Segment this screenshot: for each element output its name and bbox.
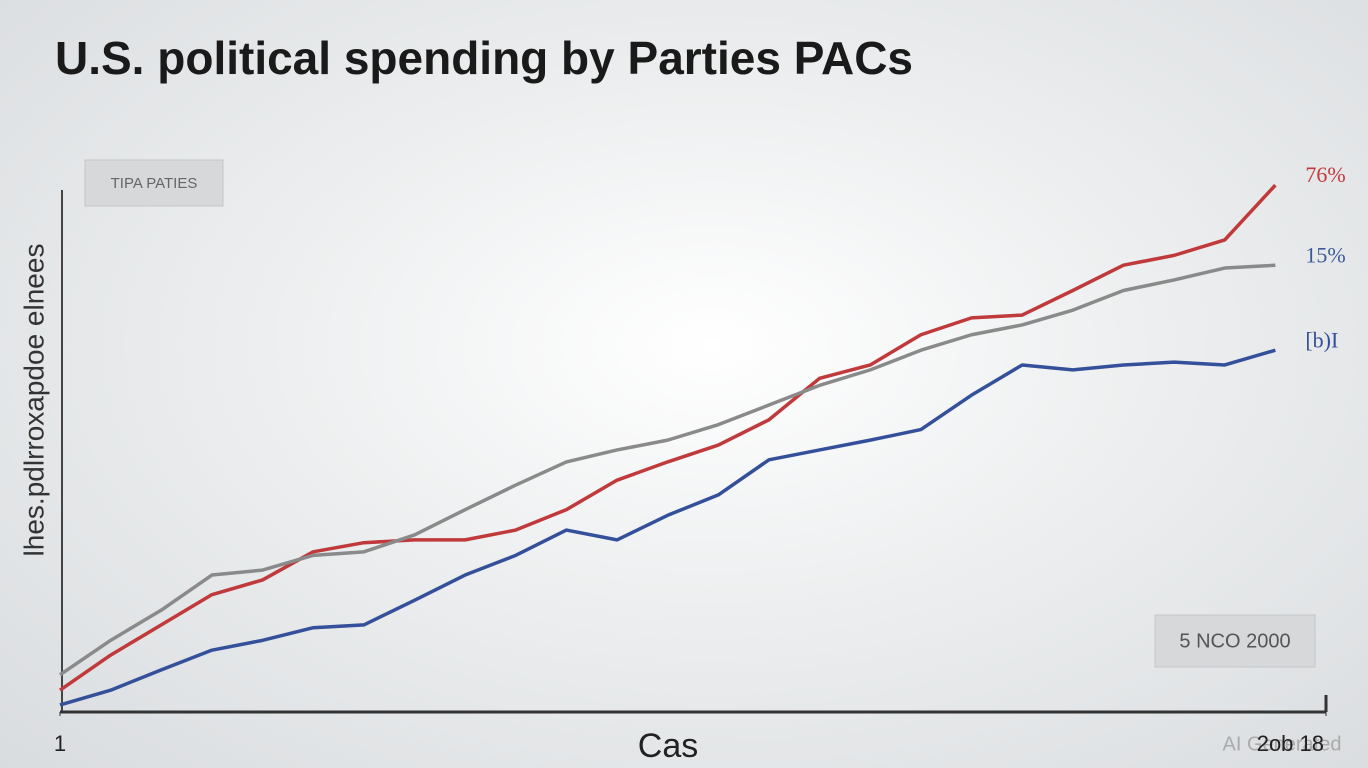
- legend-box: TIPA PATIES: [84, 159, 224, 207]
- series-end-label: [b)I: [1305, 327, 1338, 352]
- legend-text: TIPA PATIES: [111, 175, 198, 192]
- series-line: [59, 263, 1276, 677]
- series-end-label: 15%: [1305, 242, 1345, 267]
- annotation-text: 5 NCO 2000: [1179, 630, 1290, 652]
- x-tick-label: 1: [54, 731, 66, 756]
- series-end-label: 76%: [1305, 162, 1345, 187]
- x-tick-label: 2ob 18: [1257, 731, 1324, 756]
- chart-title: U.S. political spending by Parties PACs: [55, 32, 913, 84]
- series-line: [59, 348, 1276, 707]
- y-axis-label: lhes.pdlrroxapdoe elnees: [18, 244, 49, 557]
- watermark: AI Generated: [1223, 733, 1342, 755]
- series-line: [59, 183, 1277, 692]
- x-axis-label: Cas: [638, 727, 698, 765]
- annotation-box: 5 NCO 2000: [1154, 614, 1316, 668]
- legend-frame: [84, 159, 224, 207]
- annotation-frame: [1154, 614, 1316, 668]
